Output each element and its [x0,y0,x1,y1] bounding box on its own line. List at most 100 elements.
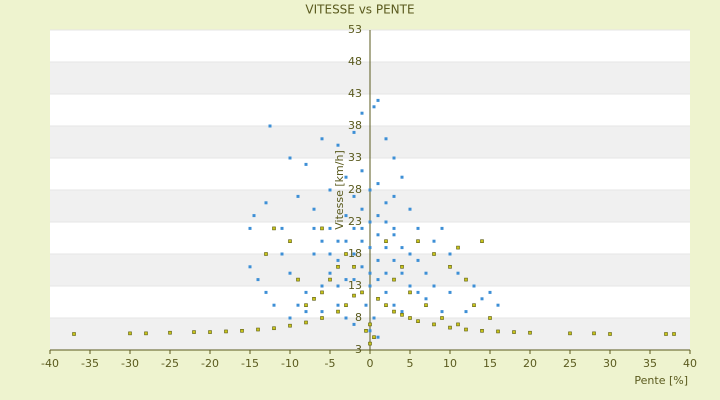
point [496,329,500,334]
point [288,239,292,243]
point [208,330,212,334]
point [344,316,348,320]
point [296,194,300,198]
point [368,271,372,275]
y-tick-label: 43 [348,87,362,100]
point [360,207,364,211]
point [360,111,364,115]
point [288,271,292,275]
point [480,239,484,243]
point [376,233,380,237]
point [304,320,308,325]
point [456,271,460,275]
point [304,310,308,314]
point [320,284,324,288]
point [416,290,420,294]
point [424,297,428,301]
point [496,303,500,307]
point [376,278,380,282]
point [392,303,396,307]
point [268,124,272,128]
point [344,239,348,243]
point [288,323,292,328]
point [272,326,276,331]
point [456,322,460,327]
point [280,226,284,230]
point [464,277,468,282]
point [320,137,324,141]
point [384,201,388,205]
x-tick-label: -20 [201,357,219,370]
point [392,277,396,282]
point [408,290,412,295]
point [320,226,324,231]
point [328,188,332,192]
point [296,277,300,282]
point [456,245,460,250]
y-tick-label: 13 [348,279,362,292]
point [264,290,268,294]
point [336,309,340,314]
point [368,341,372,346]
x-tick-label: -40 [41,357,59,370]
point [432,322,436,327]
point [440,316,444,320]
point [272,303,276,307]
x-axis-title: Pente [%] [634,374,688,387]
point [336,143,340,147]
point [352,252,356,256]
x-tick-label: 20 [523,357,537,370]
x-tick-label: 40 [683,357,697,370]
point [448,290,452,294]
y-axis-title: Vitesse [km/h] [333,150,346,230]
point [352,130,356,134]
point [352,194,356,198]
x-tick-label: 25 [563,357,577,370]
point [144,331,148,336]
point [328,277,332,282]
x-tick-label: 0 [367,357,374,370]
point [304,303,308,308]
point [352,293,356,298]
point [392,194,396,198]
point [368,188,372,192]
point [568,331,572,336]
point [384,246,388,250]
point [360,265,364,269]
y-tick-label: 33 [348,151,362,164]
x-tick-label: -30 [121,357,139,370]
point [312,296,316,301]
x-tick-label: -15 [241,357,259,370]
point [416,226,420,230]
point [448,252,452,256]
point [368,246,372,250]
point [376,296,380,301]
y-tick-label: 38 [348,119,362,132]
point [360,290,364,295]
point [372,105,376,109]
x-tick-label: 10 [443,357,457,370]
point [344,252,348,256]
chart-title: VITESSE vs PENTE [305,3,414,17]
point [488,290,492,294]
point [344,214,348,218]
point [592,331,596,336]
point [328,252,332,256]
point [248,265,252,269]
point [400,175,404,179]
point [424,271,428,275]
point [472,284,476,288]
point [364,328,368,333]
point [256,327,260,332]
point [372,316,376,320]
point [272,226,276,231]
point [392,309,396,314]
point [168,330,172,335]
point [384,303,388,308]
point [400,271,404,275]
point [248,226,252,230]
point [392,233,396,237]
y-tick-label: 3 [355,343,362,356]
point [192,330,196,334]
